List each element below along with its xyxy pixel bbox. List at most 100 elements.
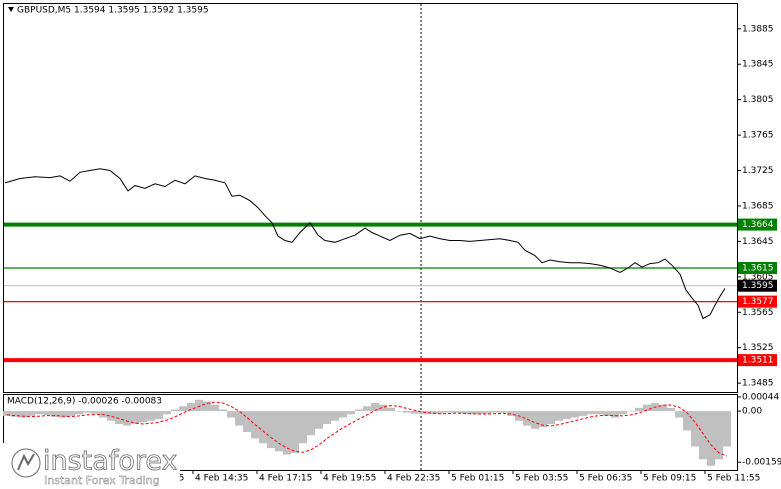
x-tick-label: 4 Feb 17:15 — [259, 474, 312, 484]
macd-bar — [211, 404, 219, 412]
macd-bar — [499, 411, 507, 413]
macd-bar — [523, 411, 531, 426]
macd-bar — [475, 411, 483, 415]
macd-bar — [243, 411, 251, 432]
macd-bar — [563, 411, 571, 420]
macd-bar — [667, 407, 675, 412]
level-label-box — [738, 218, 777, 231]
y-tick-label: -0.00159 — [742, 458, 781, 468]
x-tick-label: 5 Feb 01:15 — [451, 474, 504, 484]
macd-bar — [75, 411, 83, 415]
watermark-icon-mark — [17, 453, 35, 471]
x-tick-label: 4 Feb 19:55 — [323, 474, 376, 484]
macd-bar — [715, 411, 723, 460]
macd-bar — [467, 411, 475, 415]
macd-bar — [59, 411, 67, 418]
y-tick-label: 1.3765 — [742, 131, 774, 141]
y-tick-label: 1.3725 — [742, 166, 774, 176]
macd-bar — [91, 411, 99, 414]
macd-bar — [171, 409, 179, 412]
macd-bar — [35, 411, 43, 415]
macd-bar — [51, 411, 59, 417]
macd-bar — [355, 409, 363, 412]
macd-bar — [699, 411, 707, 460]
macd-bar — [43, 411, 51, 415]
macd-bar — [707, 411, 715, 466]
macd-bar — [115, 411, 123, 424]
x-tick-label: 4 Feb 22:35 — [387, 474, 440, 484]
level-label: 1.3577 — [742, 297, 774, 307]
y-tick-label: 0.00044 — [742, 392, 779, 402]
y-tick-label: 1.3605 — [742, 272, 774, 282]
macd-bar — [435, 411, 443, 414]
macd-bar — [395, 411, 403, 412]
macd-bar — [635, 407, 643, 412]
y-tick-label: 1.3805 — [742, 95, 774, 105]
level-label-box — [738, 261, 777, 274]
macd-bar — [587, 411, 595, 415]
macd-bar — [659, 404, 667, 412]
macd-bar — [275, 411, 283, 452]
macd-bar — [403, 411, 411, 413]
signal-line — [6, 401, 728, 457]
macd-bar — [179, 406, 187, 412]
macd-title: MACD(12,26,9) -0.00026 -0.00083 — [7, 397, 162, 407]
macd-bar — [27, 411, 35, 416]
macd-bar — [419, 411, 427, 415]
macd-bar — [331, 411, 339, 421]
macd-bar — [187, 403, 195, 412]
x-tick-label: 5 Feb 06:35 — [579, 474, 632, 484]
level-label-box — [738, 295, 777, 308]
price-panel — [3, 3, 738, 393]
macd-bar — [443, 411, 451, 413]
watermark-icon — [11, 448, 41, 478]
macd-bar — [683, 411, 691, 431]
level-label: 1.3615 — [742, 263, 774, 273]
price-line — [4, 168, 726, 320]
macd-bar — [219, 409, 227, 412]
macd-bar — [227, 411, 235, 418]
y-tick-label: 1.3645 — [742, 237, 774, 247]
x-tick-label: 5 Feb 03:55 — [515, 474, 568, 484]
macd-bar — [11, 411, 19, 417]
level-label: 1.3511 — [742, 356, 774, 366]
y-tick-label: 0.00 — [742, 407, 762, 417]
macd-bar — [3, 411, 11, 416]
level-label-box — [738, 354, 777, 367]
level-label: 1.3664 — [742, 220, 774, 230]
y-tick-label: 1.3685 — [742, 201, 774, 211]
macd-bar — [595, 411, 603, 415]
macd-bar — [267, 411, 275, 449]
macd-bar — [627, 411, 635, 412]
macd-bar — [339, 411, 347, 418]
macd-bar — [235, 411, 243, 426]
macd-bar — [491, 411, 499, 413]
marks: 1.3885 1.3845 1.3805 1.3765 1.3725 1.3685 1.36… — [3, 24, 781, 484]
macd-bar — [123, 411, 131, 426]
macd-bar — [323, 411, 331, 424]
x-tick-label: 4 Feb 14:35 — [195, 474, 248, 484]
macd-bar — [107, 411, 115, 421]
macd-bar — [315, 411, 323, 429]
macd-bar — [139, 411, 147, 423]
macd-bar — [691, 411, 699, 447]
macd-bar — [371, 403, 379, 412]
x-tick-label: 5 Feb 11:55 — [707, 474, 760, 484]
macd-bar — [571, 411, 579, 418]
macd-bar — [195, 399, 203, 412]
macd-panel — [3, 394, 738, 471]
y-tick-label: 1.3485 — [742, 379, 774, 389]
chart-title: GBPUSD,M5 1.3594 1.3595 1.3592 1.3595 — [17, 6, 209, 16]
macd-bar — [291, 411, 299, 453]
macd-bar — [363, 406, 371, 412]
macd-bar — [531, 411, 539, 429]
macd-bar — [643, 404, 651, 412]
macd-bar — [83, 411, 91, 413]
macd-bar — [483, 411, 491, 414]
macd-bar — [619, 411, 627, 415]
macd-bar — [155, 411, 163, 420]
macd-bar — [203, 401, 211, 412]
macd-bar — [163, 411, 171, 415]
macd-bar — [411, 411, 419, 414]
